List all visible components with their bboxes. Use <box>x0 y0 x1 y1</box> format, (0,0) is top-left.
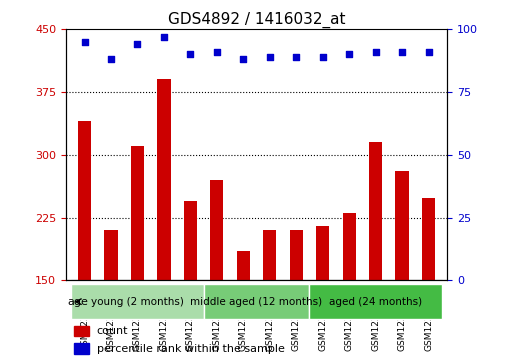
Point <box>186 51 195 57</box>
Point <box>213 49 221 54</box>
Text: young (2 months): young (2 months) <box>91 297 184 307</box>
Point <box>398 49 406 54</box>
Bar <box>395 171 408 280</box>
Text: age: age <box>68 297 88 307</box>
Bar <box>74 343 89 354</box>
Bar <box>105 230 118 280</box>
Bar <box>369 142 382 280</box>
FancyBboxPatch shape <box>204 284 309 319</box>
Bar <box>131 146 144 280</box>
Text: count: count <box>97 326 128 336</box>
Bar <box>78 121 91 280</box>
Bar <box>290 230 303 280</box>
Point <box>80 39 88 45</box>
Point <box>160 34 168 40</box>
FancyBboxPatch shape <box>309 284 442 319</box>
Bar <box>422 198 435 280</box>
Text: middle aged (12 months): middle aged (12 months) <box>190 297 323 307</box>
FancyBboxPatch shape <box>71 284 204 319</box>
Bar <box>237 251 250 280</box>
Title: GDS4892 / 1416032_at: GDS4892 / 1416032_at <box>168 12 345 28</box>
Point <box>239 56 247 62</box>
Bar <box>74 326 89 337</box>
Point <box>292 54 300 60</box>
Point <box>319 54 327 60</box>
Bar <box>210 180 224 280</box>
Point <box>266 54 274 60</box>
Point <box>425 49 433 54</box>
Bar <box>316 226 329 280</box>
Text: aged (24 months): aged (24 months) <box>329 297 422 307</box>
Bar <box>157 79 171 280</box>
Point <box>134 41 142 47</box>
Bar <box>184 201 197 280</box>
Point <box>371 49 379 54</box>
Point <box>345 51 353 57</box>
Text: percentile rank within the sample: percentile rank within the sample <box>97 344 284 354</box>
Point <box>107 56 115 62</box>
Bar <box>263 230 276 280</box>
Bar <box>342 213 356 280</box>
